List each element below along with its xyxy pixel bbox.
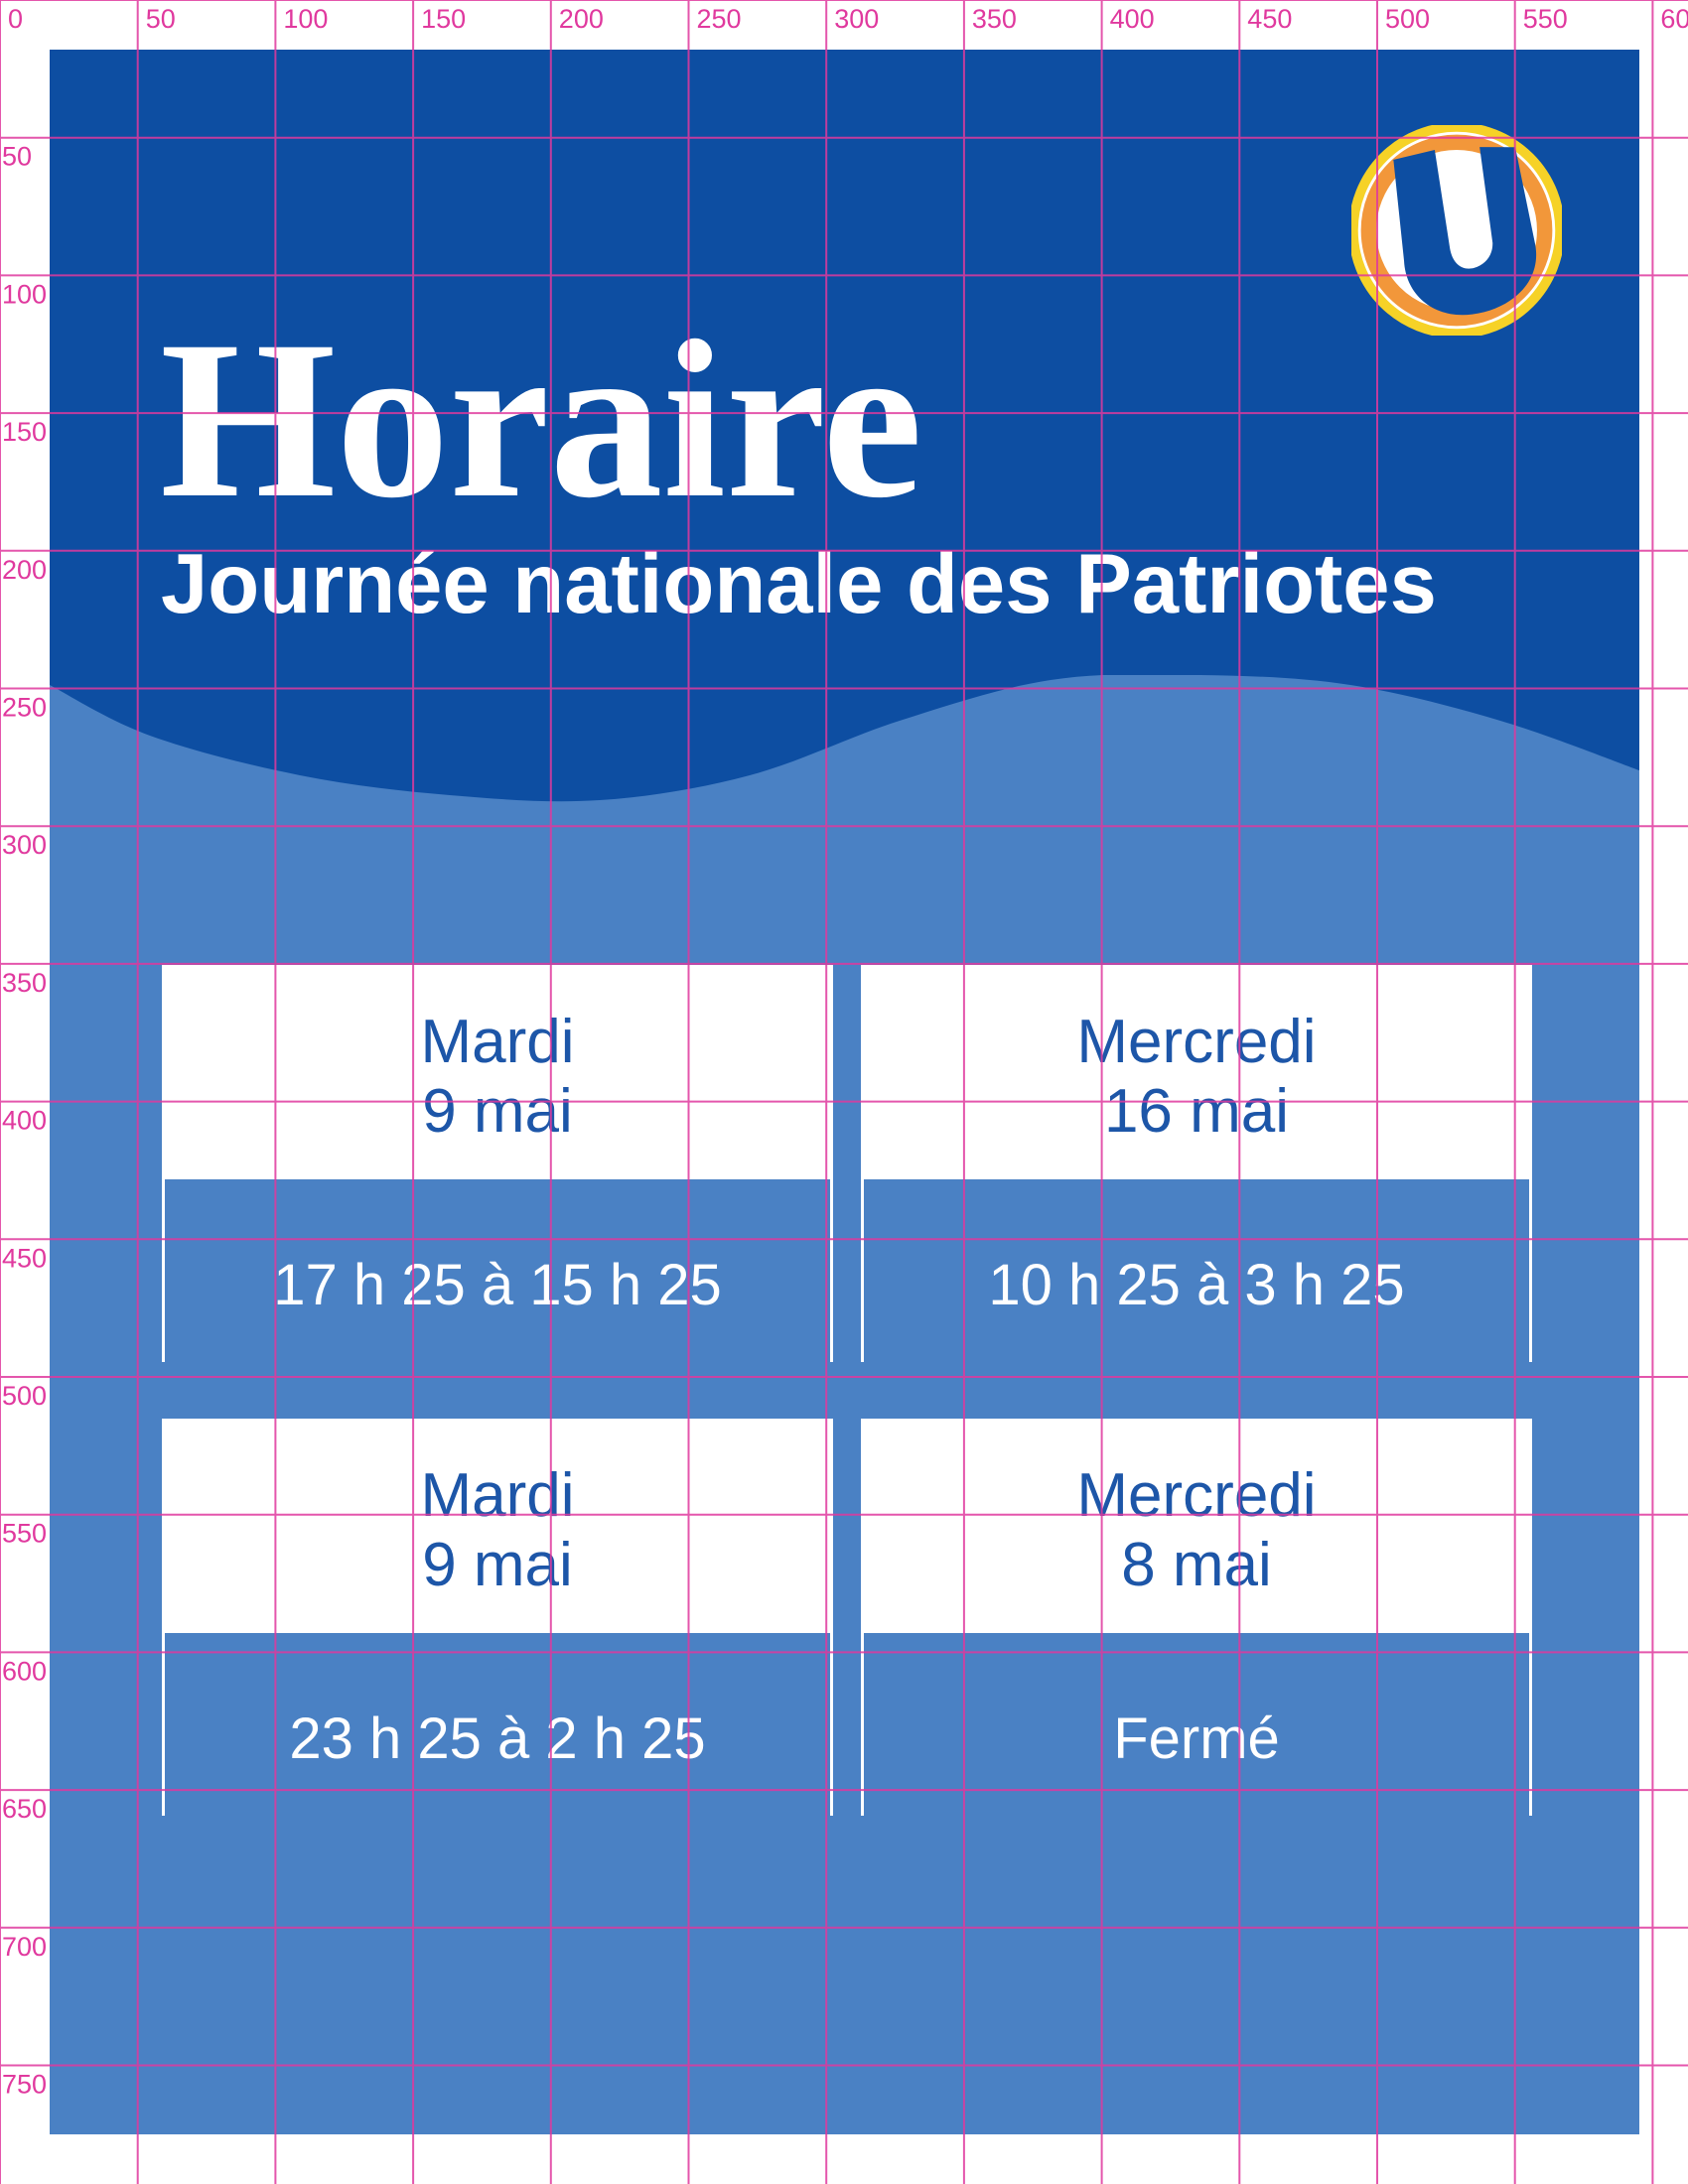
svg-text:550: 550 xyxy=(2,1519,47,1549)
svg-text:150: 150 xyxy=(2,417,47,447)
svg-text:600: 600 xyxy=(1660,4,1688,34)
svg-text:550: 550 xyxy=(1523,4,1568,34)
svg-text:350: 350 xyxy=(972,4,1017,34)
svg-text:400: 400 xyxy=(1110,4,1155,34)
svg-text:0: 0 xyxy=(8,4,23,34)
svg-text:500: 500 xyxy=(2,1381,47,1411)
svg-text:450: 450 xyxy=(1247,4,1292,34)
svg-text:350: 350 xyxy=(2,968,47,998)
svg-text:750: 750 xyxy=(2,2070,47,2100)
svg-text:450: 450 xyxy=(2,1243,47,1273)
svg-text:100: 100 xyxy=(283,4,328,34)
svg-text:600: 600 xyxy=(2,1656,47,1686)
svg-text:200: 200 xyxy=(2,555,47,585)
svg-text:500: 500 xyxy=(1385,4,1430,34)
svg-text:650: 650 xyxy=(2,1794,47,1824)
svg-text:400: 400 xyxy=(2,1106,47,1136)
svg-text:200: 200 xyxy=(559,4,604,34)
svg-text:300: 300 xyxy=(834,4,879,34)
svg-text:100: 100 xyxy=(2,279,47,309)
svg-text:250: 250 xyxy=(2,693,47,723)
svg-text:150: 150 xyxy=(421,4,466,34)
svg-text:50: 50 xyxy=(2,142,32,172)
svg-text:50: 50 xyxy=(146,4,176,34)
svg-text:300: 300 xyxy=(2,830,47,860)
svg-text:700: 700 xyxy=(2,1932,47,1962)
svg-text:250: 250 xyxy=(697,4,742,34)
